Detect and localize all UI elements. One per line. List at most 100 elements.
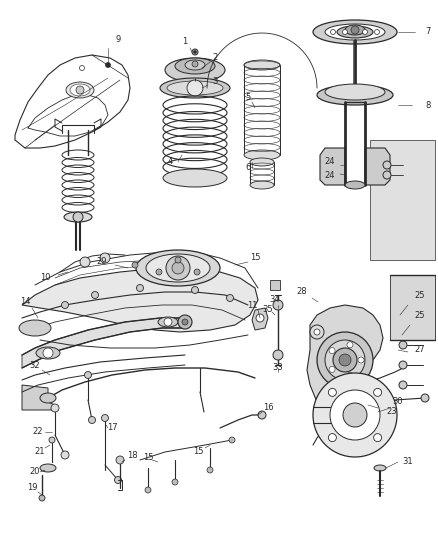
Circle shape bbox=[310, 325, 324, 339]
Text: 4: 4 bbox=[167, 157, 173, 166]
Circle shape bbox=[43, 348, 53, 358]
Circle shape bbox=[363, 29, 367, 35]
Text: 34: 34 bbox=[270, 295, 280, 304]
Circle shape bbox=[175, 257, 181, 263]
Circle shape bbox=[164, 318, 172, 326]
Circle shape bbox=[132, 262, 138, 268]
Circle shape bbox=[191, 287, 198, 294]
Ellipse shape bbox=[244, 150, 280, 160]
Circle shape bbox=[172, 479, 178, 485]
Ellipse shape bbox=[36, 347, 60, 359]
Circle shape bbox=[61, 302, 68, 309]
Text: 23: 23 bbox=[387, 408, 397, 416]
Text: 33: 33 bbox=[272, 364, 283, 373]
Circle shape bbox=[374, 29, 379, 35]
Circle shape bbox=[330, 390, 380, 440]
Polygon shape bbox=[370, 140, 435, 260]
Text: 6: 6 bbox=[245, 164, 251, 173]
Circle shape bbox=[314, 329, 320, 335]
Circle shape bbox=[374, 389, 381, 397]
Circle shape bbox=[421, 394, 429, 402]
Circle shape bbox=[331, 29, 336, 35]
Text: 11: 11 bbox=[247, 301, 257, 310]
Circle shape bbox=[192, 49, 198, 55]
Circle shape bbox=[116, 456, 124, 464]
Circle shape bbox=[226, 295, 233, 302]
Circle shape bbox=[273, 350, 283, 360]
Circle shape bbox=[341, 406, 349, 414]
Circle shape bbox=[73, 212, 83, 222]
Text: 32: 32 bbox=[30, 360, 40, 369]
Polygon shape bbox=[307, 305, 383, 418]
Text: 22: 22 bbox=[33, 427, 43, 437]
Polygon shape bbox=[252, 308, 268, 330]
Text: 25: 25 bbox=[415, 311, 425, 319]
Text: 7: 7 bbox=[425, 28, 431, 36]
Ellipse shape bbox=[165, 58, 225, 82]
Ellipse shape bbox=[250, 181, 274, 189]
Text: 30: 30 bbox=[393, 398, 403, 407]
Circle shape bbox=[374, 434, 381, 442]
Circle shape bbox=[100, 253, 110, 263]
Circle shape bbox=[187, 80, 203, 96]
Text: 21: 21 bbox=[35, 448, 45, 456]
Circle shape bbox=[92, 292, 99, 298]
Circle shape bbox=[49, 437, 55, 443]
Text: 15: 15 bbox=[143, 454, 153, 463]
Ellipse shape bbox=[70, 84, 90, 96]
Circle shape bbox=[88, 416, 95, 424]
Ellipse shape bbox=[345, 181, 365, 189]
Circle shape bbox=[328, 434, 336, 442]
Text: 29: 29 bbox=[97, 257, 107, 266]
Circle shape bbox=[343, 29, 347, 35]
Circle shape bbox=[39, 495, 45, 501]
Circle shape bbox=[399, 361, 407, 369]
Text: 25: 25 bbox=[415, 290, 425, 300]
Polygon shape bbox=[22, 318, 185, 368]
Ellipse shape bbox=[160, 78, 230, 98]
Text: 14: 14 bbox=[20, 297, 30, 306]
Polygon shape bbox=[320, 148, 345, 185]
Text: 28: 28 bbox=[297, 287, 307, 296]
Ellipse shape bbox=[325, 84, 385, 100]
Text: 15: 15 bbox=[250, 254, 260, 262]
Circle shape bbox=[106, 62, 110, 68]
Circle shape bbox=[114, 477, 121, 483]
Text: 2: 2 bbox=[212, 53, 218, 62]
Circle shape bbox=[358, 357, 364, 363]
Ellipse shape bbox=[185, 60, 205, 70]
Circle shape bbox=[337, 402, 353, 418]
Circle shape bbox=[339, 354, 351, 366]
Ellipse shape bbox=[244, 60, 280, 70]
Circle shape bbox=[156, 269, 162, 275]
Circle shape bbox=[51, 404, 59, 412]
Circle shape bbox=[207, 467, 213, 473]
Circle shape bbox=[145, 487, 151, 493]
Circle shape bbox=[172, 262, 184, 274]
Text: 1: 1 bbox=[182, 37, 187, 46]
Circle shape bbox=[102, 415, 109, 422]
Text: 27: 27 bbox=[415, 345, 425, 354]
Text: 19: 19 bbox=[27, 483, 37, 492]
Circle shape bbox=[137, 285, 144, 292]
Ellipse shape bbox=[325, 24, 385, 40]
Circle shape bbox=[194, 269, 200, 275]
Text: 31: 31 bbox=[403, 457, 413, 466]
Polygon shape bbox=[390, 275, 435, 340]
Circle shape bbox=[166, 256, 190, 280]
Ellipse shape bbox=[163, 169, 227, 187]
Polygon shape bbox=[365, 148, 390, 185]
Circle shape bbox=[80, 257, 90, 267]
Polygon shape bbox=[22, 385, 55, 410]
Text: 16: 16 bbox=[263, 403, 273, 413]
Ellipse shape bbox=[317, 85, 393, 105]
Text: 5: 5 bbox=[245, 93, 251, 102]
Ellipse shape bbox=[40, 393, 56, 403]
Ellipse shape bbox=[313, 20, 397, 44]
Text: 24: 24 bbox=[325, 157, 335, 166]
Text: 18: 18 bbox=[127, 450, 137, 459]
Circle shape bbox=[258, 411, 266, 419]
Circle shape bbox=[256, 314, 264, 322]
Polygon shape bbox=[270, 280, 280, 290]
Text: 35: 35 bbox=[263, 305, 273, 314]
